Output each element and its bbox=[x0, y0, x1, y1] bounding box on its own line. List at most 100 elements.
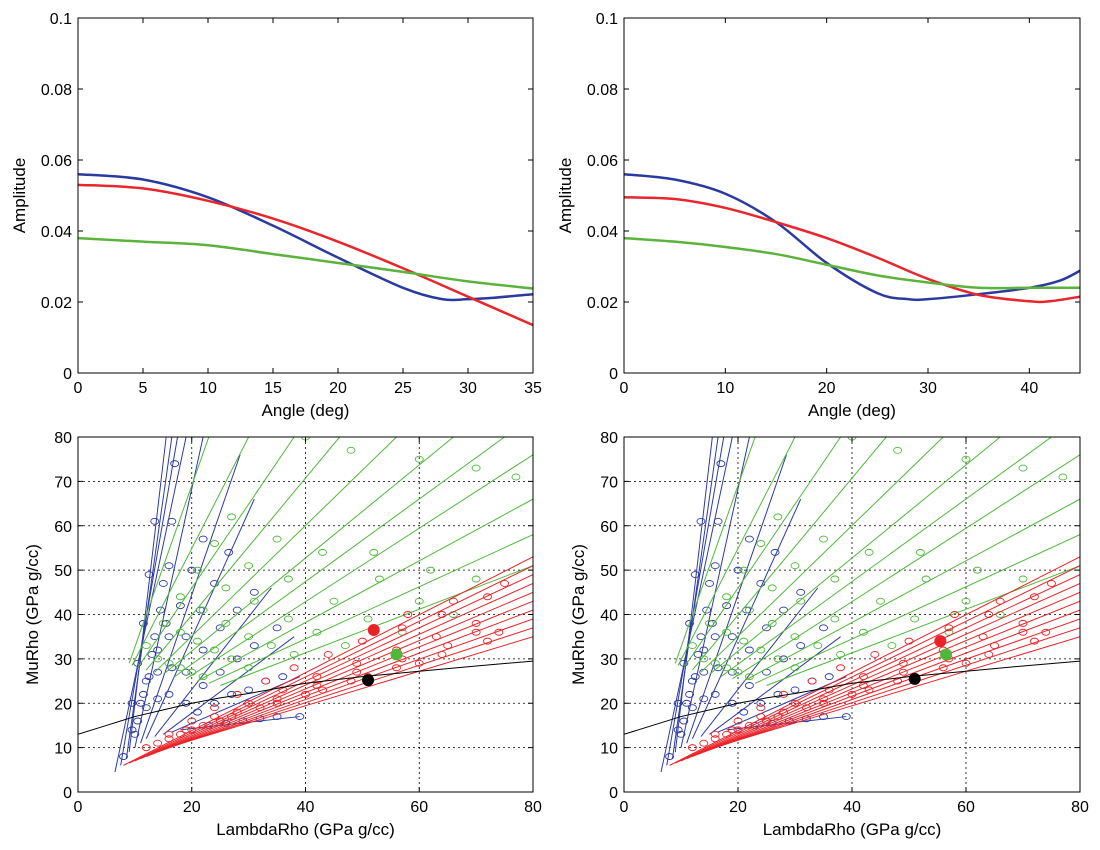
red-template-line bbox=[703, 609, 1080, 753]
series-line-green bbox=[624, 236, 1080, 290]
red-template-marker bbox=[403, 611, 413, 618]
blue-template-marker bbox=[170, 460, 180, 468]
blue-template-marker bbox=[249, 642, 259, 650]
y-tick-label: 80 bbox=[54, 430, 72, 447]
blue-template-marker bbox=[167, 517, 177, 525]
green-template-marker bbox=[699, 655, 709, 663]
blue-template-marker bbox=[685, 619, 694, 627]
red-template-line bbox=[163, 618, 533, 751]
red-template-marker bbox=[431, 633, 441, 641]
green-template-marker bbox=[249, 597, 259, 605]
green-template-marker bbox=[910, 615, 920, 623]
red-template-marker bbox=[312, 673, 322, 681]
y-tick-label: 40 bbox=[600, 608, 618, 625]
blue-template-line bbox=[717, 676, 847, 733]
red-template-marker bbox=[961, 659, 971, 667]
red-template-line bbox=[675, 565, 1080, 764]
green-template-marker bbox=[198, 606, 208, 614]
green-template-marker bbox=[329, 597, 339, 605]
green-template-marker bbox=[340, 642, 350, 650]
blue-template-marker bbox=[679, 717, 689, 725]
red-template-line bbox=[697, 600, 1080, 755]
green-template-marker bbox=[893, 446, 903, 454]
red-template-marker bbox=[289, 664, 299, 672]
y-tick-label: 0.04 bbox=[587, 224, 618, 241]
red-template-marker bbox=[733, 717, 743, 725]
green-template-marker bbox=[830, 615, 840, 623]
blue-template-marker bbox=[679, 659, 689, 667]
x-tick-label: 60 bbox=[410, 799, 428, 816]
blue-template-marker bbox=[796, 588, 806, 596]
red-template-marker bbox=[272, 695, 282, 703]
red-template-line bbox=[715, 627, 1080, 749]
green-template-marker bbox=[813, 642, 823, 650]
green-template-marker bbox=[283, 575, 293, 583]
x-tick-label: 20 bbox=[183, 799, 201, 816]
blue-template-marker bbox=[702, 606, 712, 614]
red-template-marker bbox=[687, 744, 697, 752]
plot-area bbox=[78, 437, 533, 773]
red-template-line bbox=[146, 591, 533, 757]
blue-template-marker bbox=[156, 606, 165, 614]
green-template-marker bbox=[374, 575, 384, 583]
blue-template-marker bbox=[676, 730, 686, 738]
green-template-marker bbox=[175, 593, 185, 601]
red-template-marker bbox=[272, 699, 282, 707]
y-tick-label: 70 bbox=[54, 474, 72, 491]
red-template-marker bbox=[244, 699, 254, 707]
y-tick-label: 70 bbox=[600, 474, 618, 491]
blue-template-marker bbox=[841, 713, 851, 721]
x-tick-label: 60 bbox=[957, 799, 975, 816]
green-template-marker bbox=[187, 668, 197, 676]
blue-template-marker bbox=[687, 677, 697, 685]
blue-template-marker bbox=[232, 655, 242, 663]
blue-template-marker bbox=[744, 646, 754, 654]
blue-template-marker bbox=[175, 602, 185, 610]
red-template-marker bbox=[323, 650, 333, 658]
red-template-marker bbox=[153, 739, 163, 747]
y-tick-label: 0 bbox=[609, 785, 618, 802]
red-template-marker bbox=[722, 730, 732, 738]
blue-template-marker bbox=[144, 673, 154, 681]
blue-template-marker bbox=[133, 717, 143, 725]
green-template-marker bbox=[767, 619, 777, 627]
y-tick-label: 0 bbox=[63, 785, 72, 802]
red-template-marker bbox=[352, 659, 362, 667]
red-template-marker bbox=[819, 699, 828, 707]
red-template-marker bbox=[995, 597, 1005, 605]
green-template-marker bbox=[158, 619, 168, 627]
green-template-marker bbox=[175, 664, 185, 672]
blue-template-line bbox=[660, 437, 733, 773]
green-template-marker bbox=[790, 633, 800, 641]
red-template-marker bbox=[483, 593, 492, 601]
red-template-marker bbox=[210, 713, 219, 721]
blue-template-marker bbox=[716, 460, 726, 468]
y-tick-label: 0 bbox=[609, 366, 618, 383]
red-template-line bbox=[123, 556, 533, 766]
y-tick-label: 0 bbox=[63, 366, 72, 383]
red-template-marker bbox=[437, 611, 447, 618]
green-template-marker bbox=[227, 513, 237, 521]
blue-template-marker bbox=[130, 730, 140, 738]
blue-template-marker bbox=[673, 726, 683, 734]
black-point bbox=[908, 672, 921, 685]
green-template-marker bbox=[272, 535, 282, 543]
x-tick-label: 0 bbox=[74, 799, 83, 816]
green-template-marker bbox=[961, 597, 971, 605]
red-template-marker bbox=[1029, 593, 1039, 601]
x-tick-label: 30 bbox=[459, 380, 477, 397]
green-template-marker bbox=[1018, 464, 1028, 472]
green-template-line bbox=[185, 454, 533, 680]
x-tick-label: 20 bbox=[329, 380, 347, 397]
green-template-marker bbox=[289, 650, 299, 658]
red-template-marker bbox=[710, 735, 720, 743]
blue-template-marker bbox=[198, 646, 208, 654]
red-template-marker bbox=[801, 704, 811, 712]
blue-template-marker bbox=[685, 690, 694, 698]
blue-template-line bbox=[114, 437, 187, 773]
red-template-marker bbox=[181, 726, 191, 734]
blue-template-marker bbox=[272, 624, 282, 632]
green-point bbox=[940, 648, 953, 661]
blue-template-marker bbox=[227, 690, 237, 698]
red-template-marker bbox=[255, 704, 265, 712]
